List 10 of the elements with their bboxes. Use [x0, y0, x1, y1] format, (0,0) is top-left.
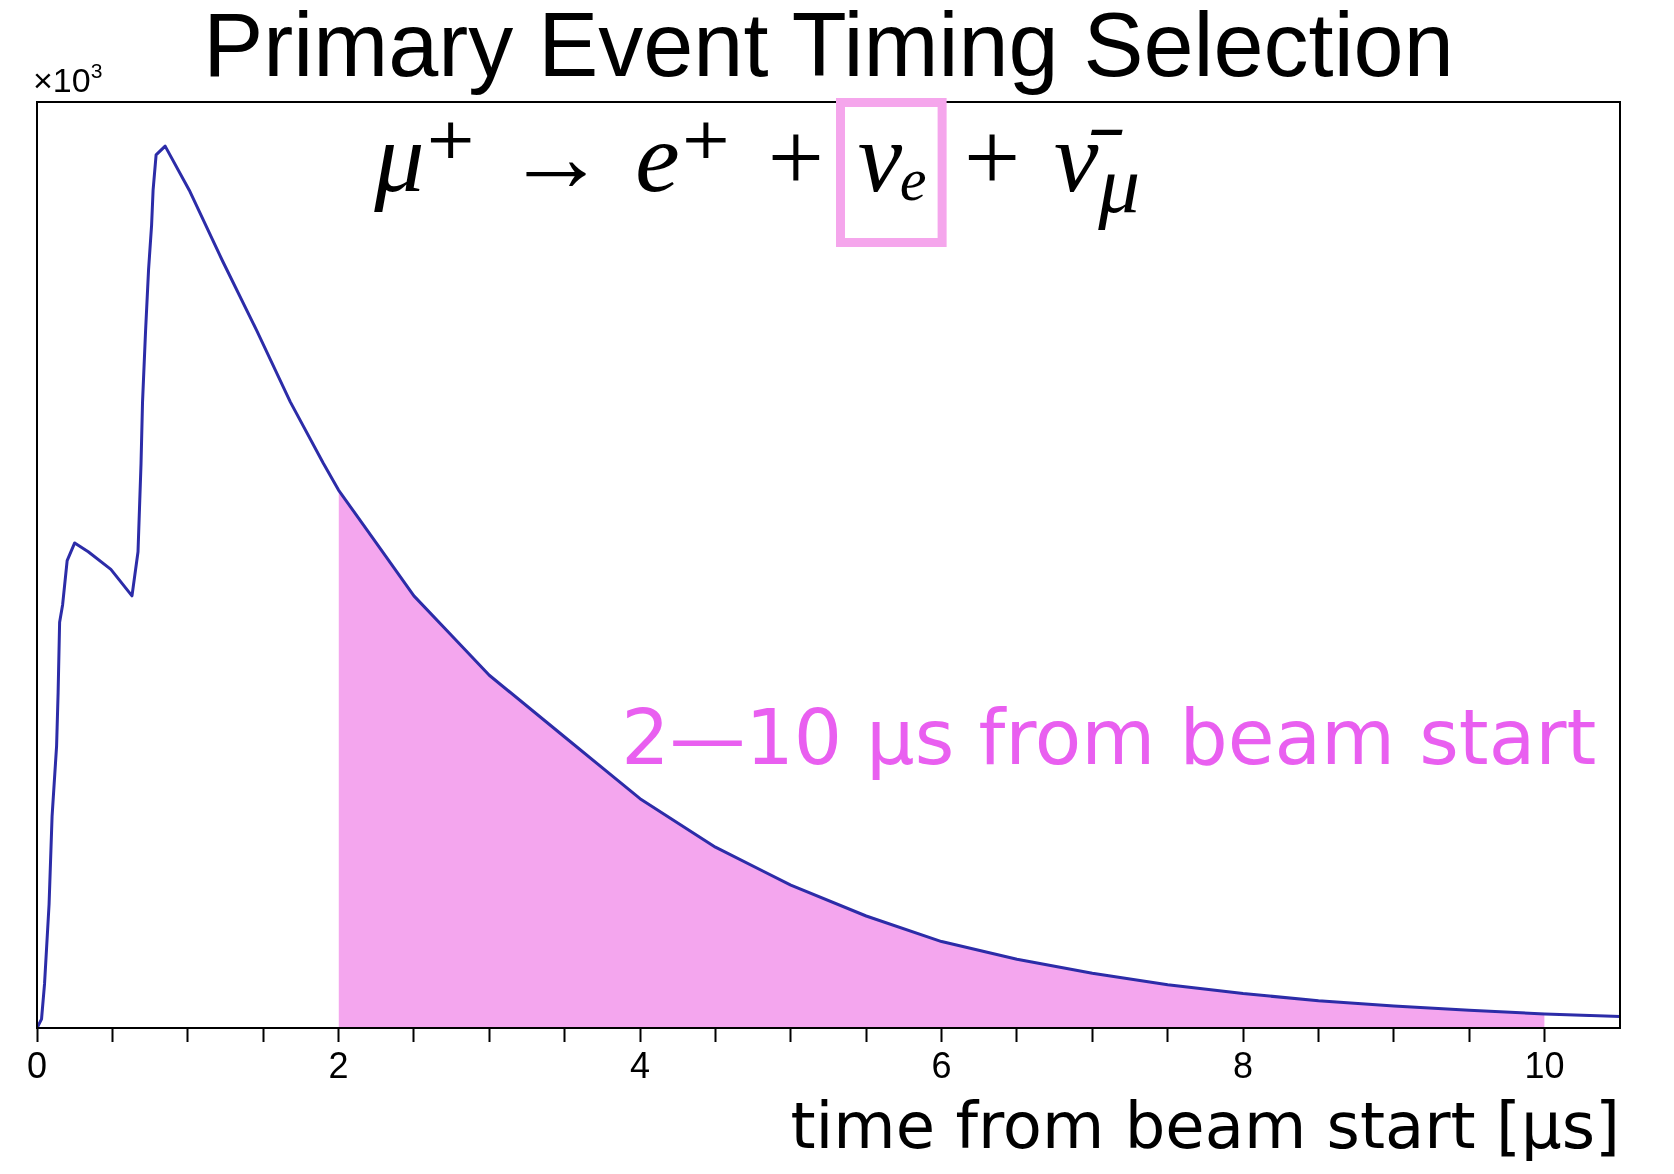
x-tick-label: 4 [630, 1044, 651, 1086]
x-tick-label: 2 [328, 1044, 349, 1086]
x-tick-label: 10 [1524, 1044, 1565, 1086]
x-tick-label: 0 [26, 1044, 48, 1086]
annotation: 2—10 μs from beam start [621, 693, 1597, 783]
chart-subtitle: μ⁺ → e⁺ + νₑ + ν̄$_{μ}$ [374, 101, 1141, 232]
x-axis-title: time from beam start [μs] [790, 1089, 1620, 1164]
x-tick-label: 6 [931, 1044, 952, 1086]
x-tick-label: 8 [1233, 1044, 1254, 1086]
chart-title: Primary Event Timing Selection [203, 0, 1454, 95]
